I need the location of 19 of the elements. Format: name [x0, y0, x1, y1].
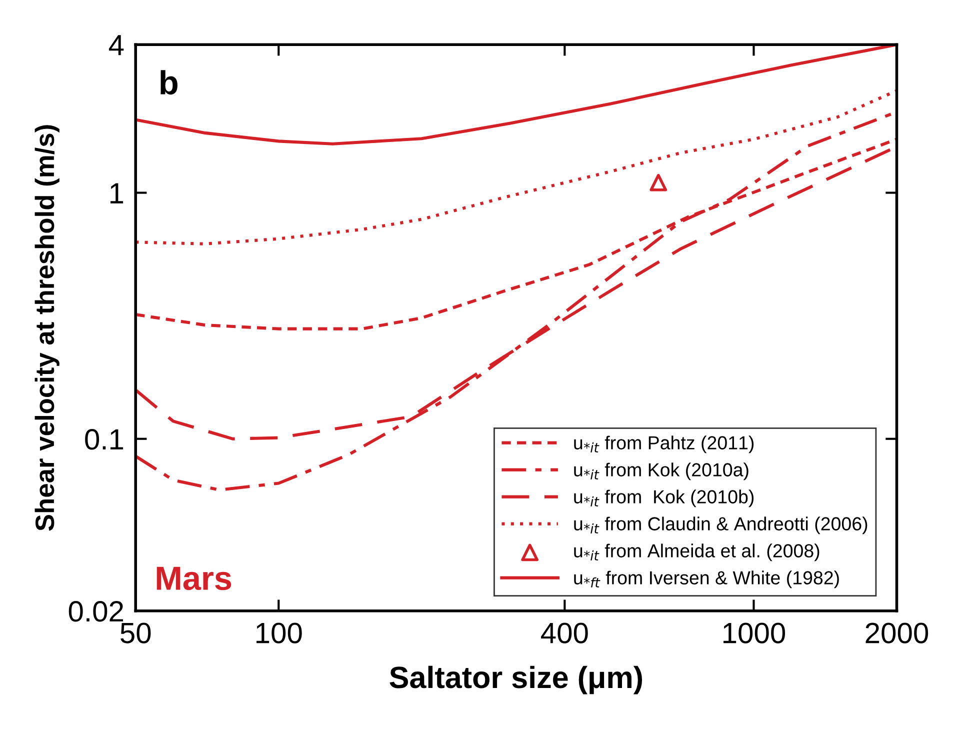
legend-label: u$_{*it}$ from Kok (2010b) — [574, 490, 754, 508]
x-tick-label: 400 — [541, 622, 588, 644]
legend-label: u$_{*it}$ from Claudin & Andreotti (2006) — [574, 516, 868, 534]
y-tick-label: 0.02 — [68, 601, 124, 622]
legend-label: u$_{*it}$ from Kok (2010a) — [574, 462, 748, 480]
y-axis-title: Shear velocity at threshold (m/s) — [34, 125, 60, 531]
y-tick-label: 1 — [110, 183, 124, 204]
annotation: Mars — [156, 566, 232, 590]
x-tick-label: 50 — [120, 622, 151, 644]
legend-label: u$_{*ft}$ from Iversen & White (1982) — [574, 570, 839, 588]
x-tick-label: 2000 — [866, 622, 928, 644]
x-tick-label: 1000 — [724, 622, 786, 644]
y-tick-label: 4 — [108, 35, 124, 56]
annotation: b — [160, 70, 178, 95]
x-tick-label: 100 — [256, 622, 302, 644]
y-tick-label: 0.1 — [85, 429, 124, 450]
x-axis-title: Saltator size (μm) — [390, 666, 642, 694]
legend-label: u$_{*it}$ from Almeida et al. (2008) — [574, 544, 820, 562]
legend-label: u$_{*it}$ from Pahtz (2011) — [574, 436, 754, 454]
